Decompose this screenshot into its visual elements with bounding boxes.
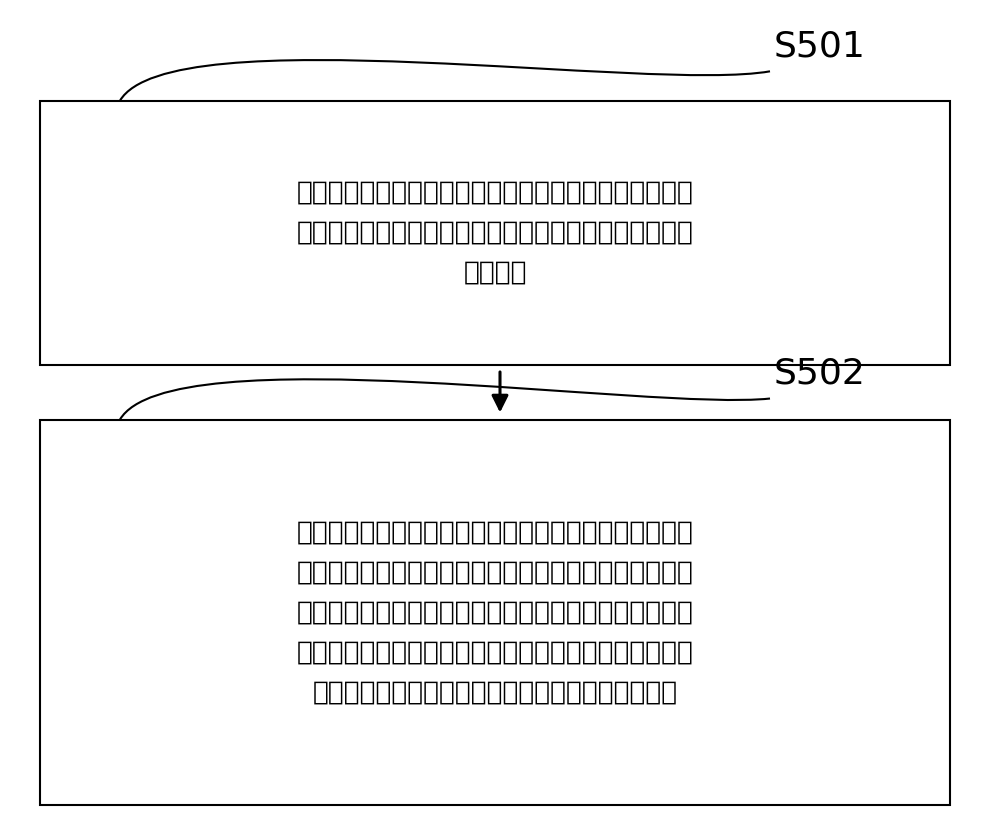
Text: S501: S501 (774, 29, 866, 63)
Text: 利用各个历史切圆特征数据和至少两个切圆故障类型中各
个上述切圆故障类型的关联度，估计上述目标切圆特征数
据和各个上述切圆故障类型的目标关联度；以及基于上述
目标: 利用各个历史切圆特征数据和至少两个切圆故障类型中各 个上述切圆故障类型的关联度，… (297, 519, 693, 706)
Text: S502: S502 (774, 357, 866, 390)
Bar (40, 101, 950, 365)
Text: 获取待处理锅炉设备的目标切圆特征数据，上述目标切圆
特征数据用于表征上述待处理锅炉设备中炉腔内的旋转气
流的特征: 获取待处理锅炉设备的目标切圆特征数据，上述目标切圆 特征数据用于表征上述待处理锅… (297, 180, 693, 286)
Bar (40, 420, 950, 805)
